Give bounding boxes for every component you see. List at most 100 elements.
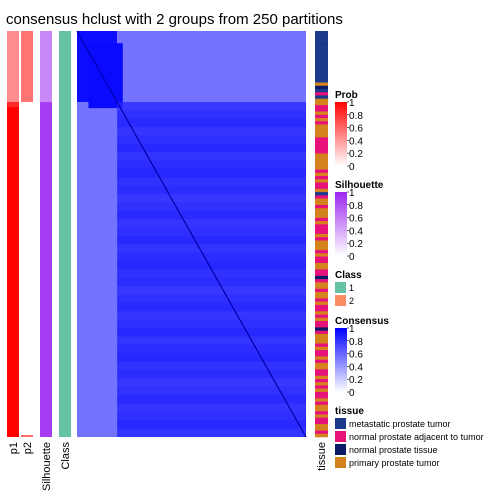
legend-tick-label: 0.8 bbox=[349, 111, 363, 122]
tissue-cell bbox=[315, 275, 328, 280]
tissue-cell bbox=[315, 76, 328, 80]
tissue-cell bbox=[315, 237, 328, 241]
tissue-cell bbox=[315, 266, 328, 270]
legend-tick-label: 0 bbox=[349, 162, 355, 173]
tissue-cell bbox=[315, 359, 328, 364]
tissue-cell bbox=[315, 156, 328, 161]
consensus-row-band bbox=[117, 135, 306, 144]
consensus-row-band bbox=[117, 169, 306, 178]
tissue-cell bbox=[315, 227, 328, 232]
consensus-row-band bbox=[117, 378, 306, 387]
legend-swatch bbox=[335, 444, 346, 455]
tissue-cell bbox=[315, 201, 328, 206]
legend-item-label: normal prostate adjacent to tumor bbox=[349, 432, 484, 442]
legend-tick-label: 0.4 bbox=[349, 362, 363, 373]
tissue-cell bbox=[315, 408, 328, 412]
consensus-row-band bbox=[117, 428, 306, 437]
tissue-cell bbox=[315, 427, 328, 431]
tissue-cell bbox=[315, 385, 328, 389]
legend-swatch bbox=[335, 282, 346, 293]
consensus-row-band bbox=[117, 194, 306, 203]
tissue-cell bbox=[315, 56, 328, 61]
p1-track-class2-segment bbox=[7, 102, 19, 438]
tissue-cell bbox=[315, 285, 328, 290]
tissue-annotation-track bbox=[315, 31, 328, 438]
legend-tick-label: 0.8 bbox=[349, 337, 363, 348]
legend-item-label: 2 bbox=[349, 296, 354, 306]
tissue-cell bbox=[315, 208, 328, 212]
tissue-cell bbox=[315, 259, 328, 264]
tissue-cell bbox=[315, 198, 328, 203]
p2-base-marker bbox=[21, 435, 33, 437]
tissue-cell bbox=[315, 111, 328, 116]
tissue-cell bbox=[315, 372, 328, 377]
tissue-cell bbox=[315, 353, 328, 357]
tissue-cell bbox=[315, 118, 328, 122]
consensus-row-band bbox=[117, 353, 306, 362]
consensus-row-band bbox=[117, 261, 306, 270]
tissue-cell bbox=[315, 47, 328, 51]
consensus-block-2 bbox=[117, 31, 306, 103]
tissue-cell bbox=[315, 221, 328, 225]
tissue-cell bbox=[315, 211, 328, 215]
tissue-cell bbox=[315, 321, 328, 325]
consensus-row-band bbox=[117, 395, 306, 404]
tissue-cell bbox=[315, 388, 328, 393]
tissue-cell bbox=[315, 40, 328, 45]
tissue-cell bbox=[315, 301, 328, 306]
tissue-cell bbox=[315, 263, 328, 267]
tissue-cell bbox=[315, 391, 328, 396]
tissue-cell bbox=[315, 304, 328, 309]
consensus-row-band bbox=[117, 185, 306, 195]
tissue-cell bbox=[315, 127, 328, 132]
p1-track-class1-segment bbox=[7, 31, 19, 103]
tissue-cell bbox=[315, 401, 328, 406]
legend-tick-label: 1 bbox=[349, 188, 355, 199]
class-legend-title: Class bbox=[335, 270, 362, 281]
consensus-row-band bbox=[117, 210, 306, 220]
tissue-cell bbox=[315, 230, 328, 235]
p1-label: p1 bbox=[8, 442, 20, 454]
tissue-cell bbox=[315, 101, 328, 106]
legend-swatch bbox=[335, 431, 346, 442]
legend-tick-label: 0.6 bbox=[349, 124, 363, 135]
tissue-cell bbox=[315, 362, 328, 367]
tissue-cell bbox=[315, 327, 328, 331]
consensus-block-3 bbox=[77, 102, 118, 438]
legend-item-label: primary prostate tumor bbox=[349, 458, 440, 468]
silhouette-legend-title: Silhouette bbox=[335, 180, 384, 191]
tissue-cell bbox=[315, 404, 328, 409]
consensus-row-band bbox=[117, 202, 306, 211]
consensus-row-band bbox=[117, 336, 306, 345]
tissue-cell bbox=[315, 356, 328, 360]
tissue-cell bbox=[315, 269, 328, 273]
tissue-cell bbox=[315, 395, 328, 399]
tissue-cell bbox=[315, 188, 328, 193]
tissue-cell bbox=[315, 308, 328, 312]
tissue-cell bbox=[315, 224, 328, 228]
tissue-cell bbox=[315, 60, 328, 64]
tissue-cell bbox=[315, 63, 328, 67]
silhouette-label: Silhouette bbox=[41, 442, 53, 491]
tissue-cell bbox=[315, 382, 328, 386]
consensus-row-band bbox=[117, 227, 306, 237]
consensus-diagonal bbox=[76, 30, 307, 438]
tissue-cell bbox=[315, 150, 328, 154]
tissue-cell bbox=[315, 314, 328, 319]
p2-label: p2 bbox=[22, 442, 34, 454]
annotation-tracks bbox=[7, 31, 71, 438]
consensus-row-band bbox=[117, 244, 306, 253]
tissue-cell bbox=[315, 292, 328, 296]
p2-track-class2-segment bbox=[21, 102, 33, 438]
consensus-row-band bbox=[117, 127, 306, 136]
legend-tick-label: 0.4 bbox=[349, 226, 363, 237]
tissue-cell bbox=[315, 205, 328, 209]
legend-tick-label: 0 bbox=[349, 252, 355, 263]
tissue-cell bbox=[315, 92, 328, 96]
tissue-cell bbox=[315, 43, 328, 48]
tissue-cell bbox=[315, 89, 328, 93]
tissue-cell bbox=[315, 98, 328, 103]
tissue-cell bbox=[315, 179, 328, 183]
consensus-row-band bbox=[117, 319, 306, 329]
consensus-row-band bbox=[117, 420, 306, 429]
